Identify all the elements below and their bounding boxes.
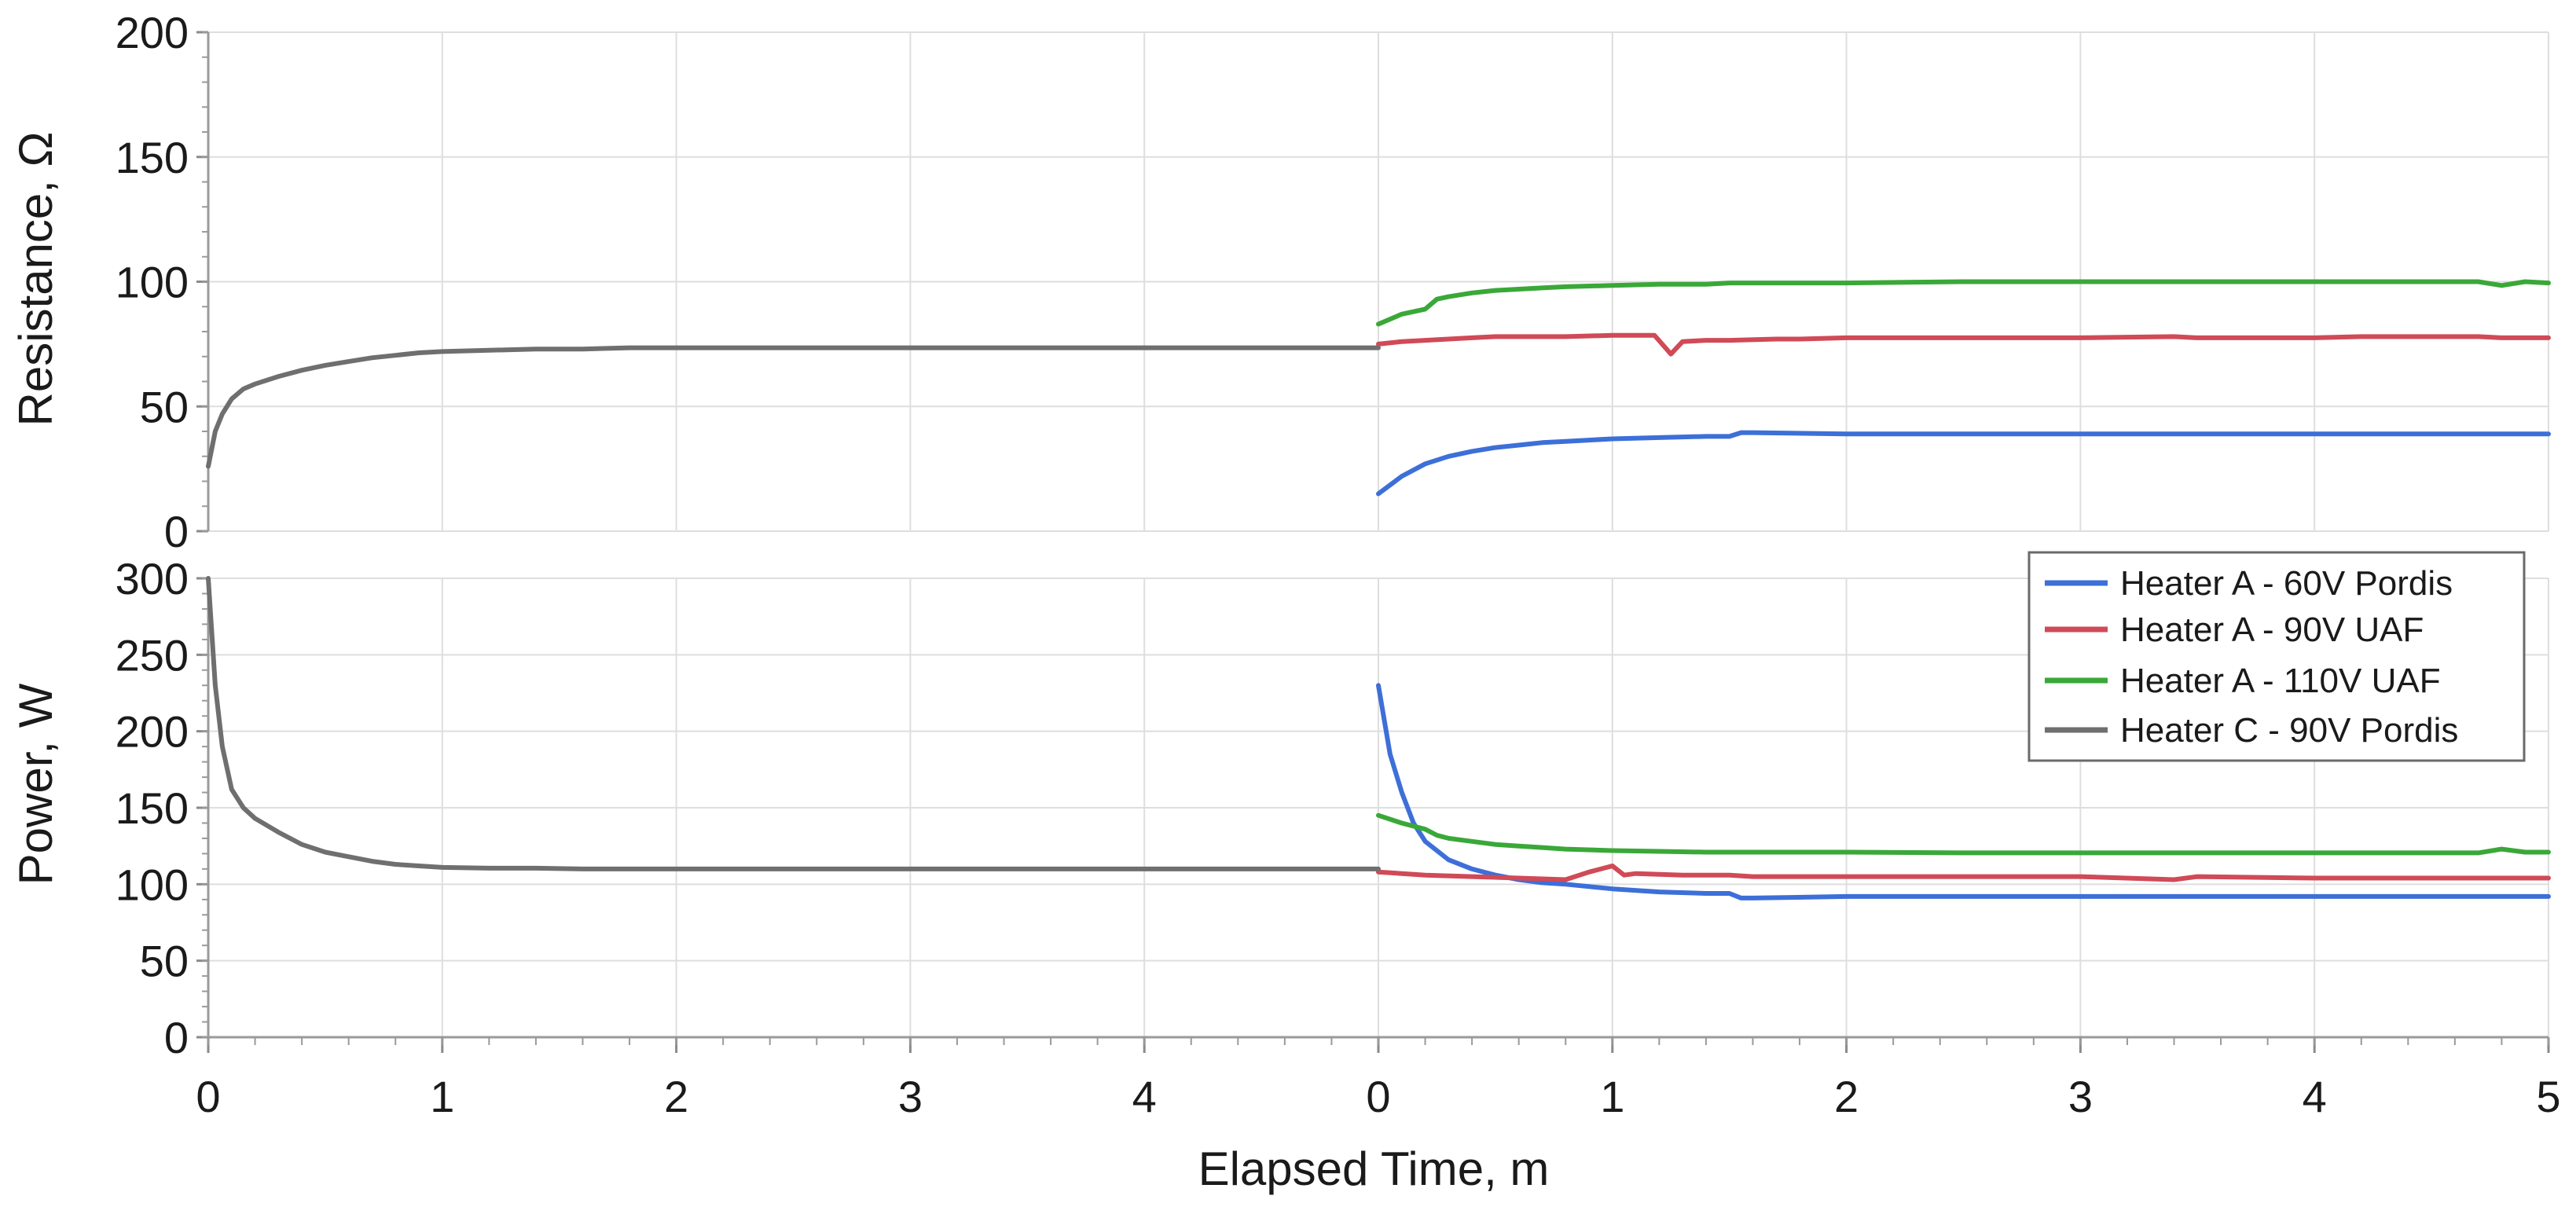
x-tick-label-left-3: 3: [898, 1072, 923, 1121]
x-tick-label-right-2: 2: [1834, 1072, 1859, 1121]
y-tick-label-power-100: 100: [116, 860, 189, 909]
legend-label-c90: Heater C - 90V Pordis: [2120, 711, 2458, 750]
series-line-power-a90: [1376, 864, 2551, 882]
y-tick-label-resistance-50: 50: [140, 382, 189, 431]
y-tick-label-resistance-150: 150: [116, 133, 189, 182]
x-tick-label-left-4: 4: [1132, 1072, 1157, 1121]
y-tick-label-power-50: 50: [140, 937, 189, 986]
x-tick-label-right-0: 0: [1366, 1072, 1390, 1121]
series-lines: [206, 279, 2551, 900]
series-line-power-a110: [1376, 812, 2551, 856]
series-line-resistance-a90: [1376, 332, 2551, 357]
y-tick-label-power-150: 150: [116, 783, 189, 833]
x-tick-label-right-3: 3: [2068, 1072, 2093, 1121]
y-tick-label-power-0: 0: [164, 1013, 189, 1062]
y-tick-label-power-250: 250: [116, 630, 189, 680]
series-line-power-c90: [206, 576, 1381, 871]
series-line-resistance-a60: [1376, 430, 2551, 497]
y-tick-label-power-300: 300: [116, 554, 189, 603]
x-axis-title: Elapsed Time, m: [1198, 1142, 1550, 1195]
legend-label-a110: Heater A - 110V UAF: [2120, 662, 2441, 700]
axes: [196, 31, 2550, 1053]
x-tick-label-right-5: 5: [2536, 1072, 2560, 1121]
x-tick-label-left-2: 2: [664, 1072, 688, 1121]
y-tick-label-resistance-0: 0: [164, 507, 189, 556]
y-axis-title-resistance: Resistance, Ω: [9, 132, 62, 427]
y-tick-label-power-200: 200: [116, 707, 189, 757]
x-tick-label-right-1: 1: [1600, 1072, 1624, 1121]
x-tick-label-left-1: 1: [430, 1072, 454, 1121]
y-tick-label-resistance-200: 200: [116, 8, 189, 57]
x-tick-label-left-0: 0: [196, 1072, 220, 1121]
grid: [207, 31, 2549, 1038]
legend-label-a90: Heater A - 90V UAF: [2120, 611, 2424, 649]
x-tick-label-right-4: 4: [2303, 1072, 2327, 1121]
legend-label-a60: Heater A - 60V Pordis: [2120, 564, 2453, 603]
series-line-resistance-c90: [206, 345, 1381, 469]
series-line-resistance-a110: [1376, 279, 2551, 327]
y-tick-label-resistance-100: 100: [116, 258, 189, 307]
legend: Heater A - 60V Pordis Heater A - 90V UAF…: [2027, 551, 2526, 762]
legend-box: [2027, 551, 2526, 762]
y-axis-title-power: Power, W: [9, 683, 62, 885]
